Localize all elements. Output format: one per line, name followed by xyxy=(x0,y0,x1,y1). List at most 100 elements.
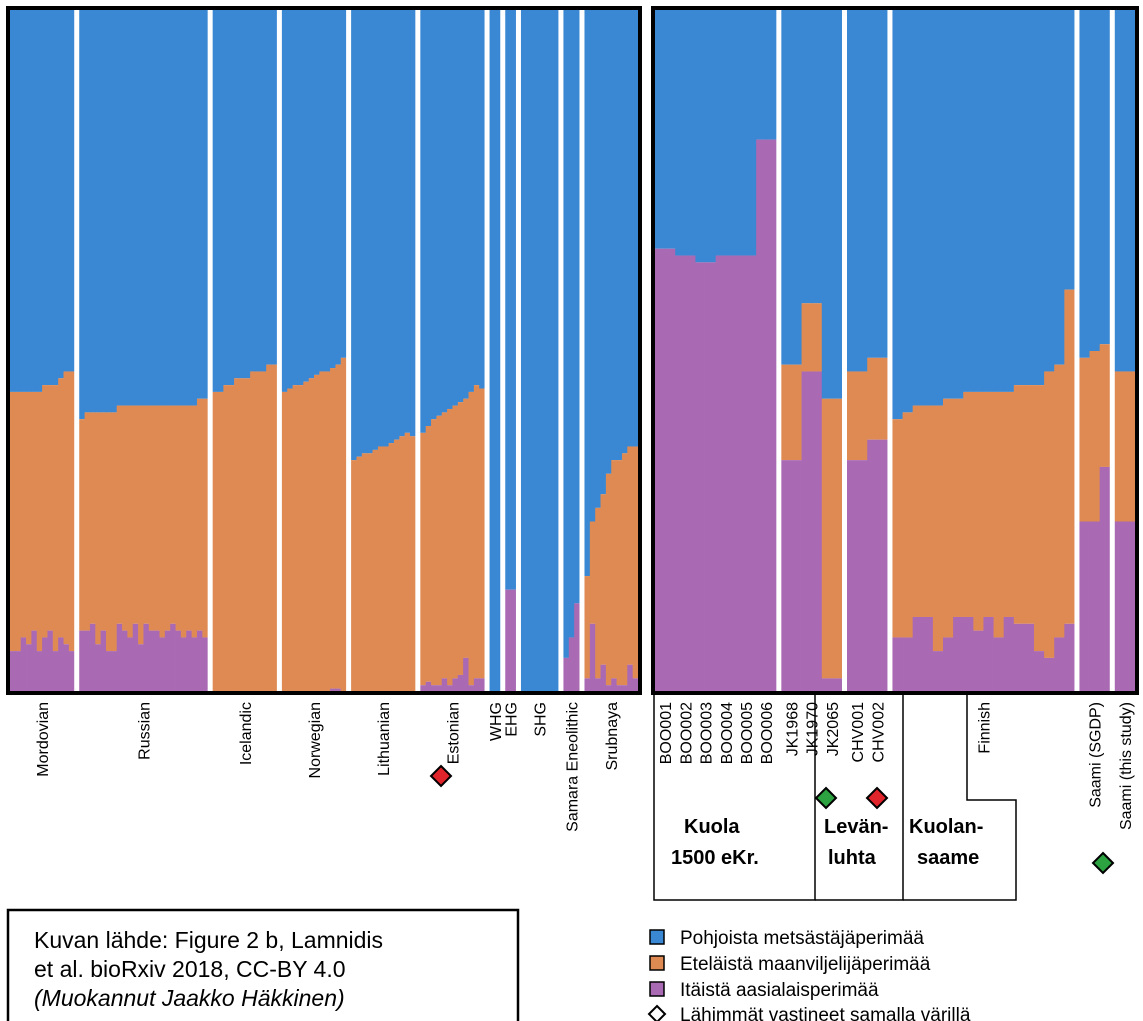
legend-label-diamond: Lähimmät vastineet samalla värillä xyxy=(680,1005,971,1021)
bar-srubnaya-9-purple xyxy=(632,678,639,692)
bar-ehg-1-blue xyxy=(510,10,517,590)
bar-jk1970-1-purple xyxy=(811,371,823,692)
bar-icelandic-3-blue xyxy=(228,10,235,386)
bar-icelandic-5-orange xyxy=(239,378,246,692)
bar-finnish-5-blue xyxy=(943,10,954,399)
group-label-russian: Russian xyxy=(136,702,153,760)
bar-estonian-2-purple xyxy=(431,685,437,692)
group-separator xyxy=(887,10,893,692)
bar-icelandic-6-blue xyxy=(244,10,251,379)
bar-mordovian-0-blue xyxy=(10,10,16,392)
bar-finnish-12-purple xyxy=(1013,623,1025,692)
bar-estonian-7-purple xyxy=(457,674,464,692)
bar-finnish-14-blue xyxy=(1034,10,1045,386)
region-label-levanluhta-line1: Levän- xyxy=(824,816,888,838)
bar-finnish-8-purple xyxy=(973,630,984,692)
bar-estonian-10-orange xyxy=(473,385,480,679)
bar-icelandic-6-orange xyxy=(244,378,251,692)
group-separator xyxy=(1074,10,1080,692)
bar-russian-13-blue xyxy=(148,10,155,406)
bar-russian-4-blue xyxy=(100,10,107,413)
bar-finnish-12-orange xyxy=(1013,385,1025,624)
bar-jk2065-0-blue xyxy=(821,10,833,399)
group-separator xyxy=(415,10,421,692)
bar-chv002-0-purple xyxy=(867,439,878,692)
bar-boo003-1-blue xyxy=(705,10,717,263)
bar-boo006-0-blue xyxy=(756,10,767,140)
bar-finnish-10-blue xyxy=(993,10,1005,392)
bar-icelandic-0-orange xyxy=(212,391,219,692)
bar-norwegian-10-orange xyxy=(335,364,342,689)
bar-boo002-0-purple xyxy=(675,255,686,692)
bar-finnish-2-orange xyxy=(912,405,924,617)
bar-jk2065-1-purple xyxy=(831,678,843,692)
bar-jk1970-0-blue xyxy=(801,10,813,304)
group-label-boo004: BOO004 xyxy=(719,702,736,764)
bar-russian-15-blue xyxy=(159,10,166,406)
source-line-1: Kuvan lähde: Figure 2 b, Lamnidis xyxy=(34,927,383,953)
bar-russian-20-orange xyxy=(186,405,193,631)
bar-russian-14-purple xyxy=(154,630,160,692)
bar-mordovian-3-orange xyxy=(26,391,32,645)
bar-finnish-15-purple xyxy=(1044,657,1055,692)
bar-finnish-13-orange xyxy=(1023,385,1035,624)
bar-mordovian-3-blue xyxy=(26,10,32,392)
bar-jk2065-1-blue xyxy=(831,10,843,399)
bar-russian-9-orange xyxy=(127,405,134,638)
bar-finnish-1-orange xyxy=(902,412,914,638)
red-diamond-marker-estonian xyxy=(429,764,453,788)
bar-saami-sgdp-0-blue xyxy=(1079,10,1090,358)
bar-mordovian-5-purple xyxy=(36,651,43,692)
bar-lithuanian-8-orange xyxy=(393,439,400,692)
bar-boo002-0-blue xyxy=(675,10,686,256)
bar-mordovian-11-orange xyxy=(68,371,75,652)
bar-norwegian-9-blue xyxy=(330,10,336,369)
bar-finnish-11-blue xyxy=(1003,10,1015,392)
bar-jk1968-0-purple xyxy=(781,460,792,692)
bar-lithuanian-1-orange xyxy=(356,456,363,692)
bar-russian-16-orange xyxy=(164,405,171,631)
bar-russian-22-blue xyxy=(196,10,203,399)
bar-estonian-11-orange xyxy=(479,388,485,679)
bar-norwegian-5-orange xyxy=(308,378,315,692)
bar-mordovian-6-orange xyxy=(42,385,48,638)
bar-lithuanian-4-orange xyxy=(372,449,379,692)
bar-finnish-4-orange xyxy=(932,405,944,652)
bar-estonian-10-blue xyxy=(473,10,480,386)
region-label-kuola-line2: 1500 eKr. xyxy=(671,847,759,869)
bar-jk2065-1-orange xyxy=(831,398,843,679)
bar-jk1970-0-purple xyxy=(801,371,813,692)
bar-icelandic-10-orange xyxy=(266,364,272,692)
bar-srubnaya-7-orange xyxy=(621,453,628,686)
bar-chv001-0-purple xyxy=(847,460,858,692)
bar-russian-6-purple xyxy=(111,651,118,692)
bar-icelandic-8-orange xyxy=(255,371,262,692)
bar-lithuanian-4-blue xyxy=(372,10,379,450)
bar-norwegian-6-blue xyxy=(314,10,320,375)
bar-shg-0-blue xyxy=(520,10,527,692)
bar-mordovian-10-blue xyxy=(63,10,70,372)
bar-lithuanian-9-blue xyxy=(399,10,406,437)
bar-estonian-3-orange xyxy=(436,415,443,686)
bar-norwegian-4-blue xyxy=(303,10,310,382)
bar-jk1970-1-blue xyxy=(811,10,823,304)
bar-jk1970-1-orange xyxy=(811,303,823,372)
bar-icelandic-4-orange xyxy=(234,378,240,692)
bar-finnish-14-purple xyxy=(1034,651,1045,692)
group-label-boo003: BOO003 xyxy=(699,702,716,764)
group-label-boo002: BOO002 xyxy=(678,702,695,764)
bar-jk1968-0-orange xyxy=(781,364,792,461)
bar-mordovian-11-purple xyxy=(68,651,75,692)
bar-mordovian-11-blue xyxy=(68,10,75,372)
bar-finnish-11-purple xyxy=(1003,616,1015,692)
bar-boo003-0-blue xyxy=(695,10,706,263)
bar-shg-3-blue xyxy=(537,10,543,692)
bar-boo001-0-blue xyxy=(655,10,666,249)
bar-lithuanian-11-orange xyxy=(409,436,416,692)
bar-boo001-1-purple xyxy=(665,248,676,692)
bar-estonian-2-blue xyxy=(431,10,437,420)
bar-srubnaya-1-purple xyxy=(589,623,596,692)
bar-estonian-6-purple xyxy=(452,678,459,692)
region-label-kuola-line1: Kuola xyxy=(684,816,740,838)
bar-boo004-0-blue xyxy=(715,10,727,256)
